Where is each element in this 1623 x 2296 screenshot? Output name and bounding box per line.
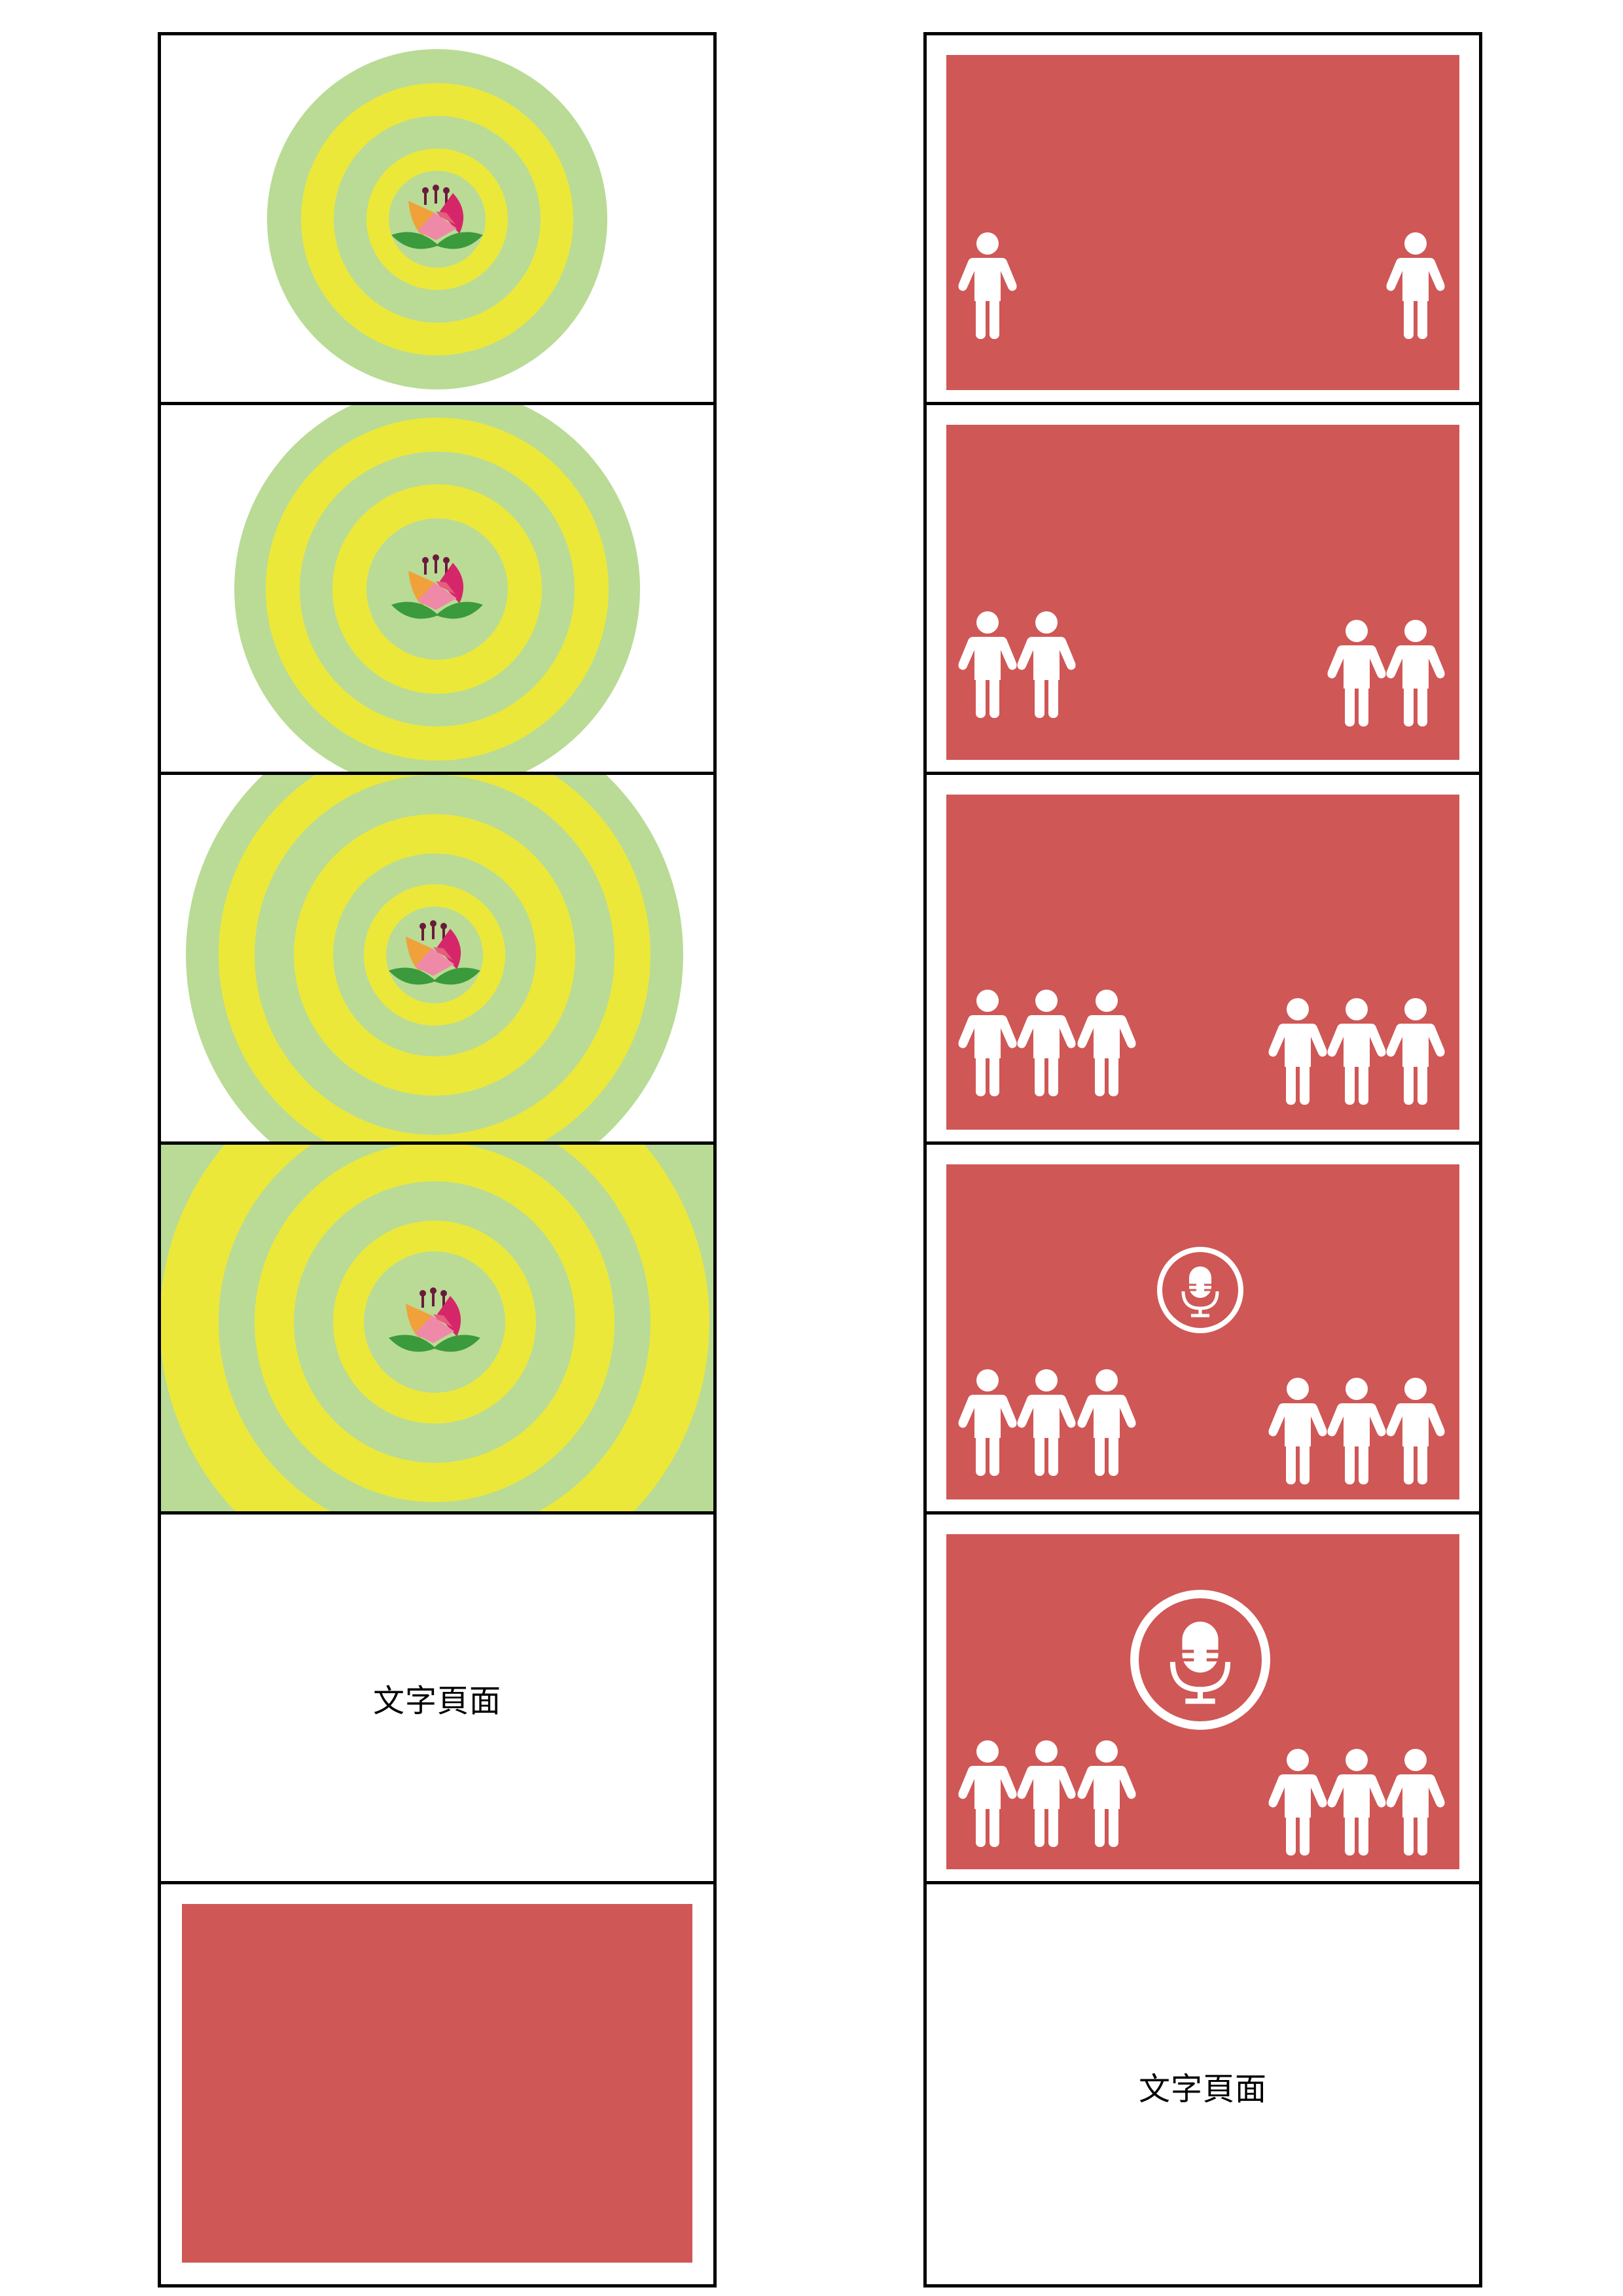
text-page-panel: 文字頁面: [161, 1515, 713, 1881]
people-panel-3: [927, 775, 1479, 1141]
text-page-panel: 文字頁面: [927, 1884, 1479, 2284]
text-page-label: 文字頁面: [1138, 2071, 1267, 2108]
red-block: [182, 1904, 692, 2263]
target-graphic: [161, 1145, 713, 1511]
right-storyboard-column: 文字頁面: [923, 32, 1482, 2287]
flower-panel-2: [161, 405, 713, 772]
red-panel: [161, 1884, 713, 2284]
red-block: [946, 425, 1459, 760]
red-block: [946, 55, 1459, 390]
flower-panel-3: [161, 775, 713, 1141]
people-panel-2: [927, 405, 1479, 772]
target-graphic: [186, 775, 683, 1141]
flower-panel-1: [161, 35, 713, 402]
left-storyboard-column: 文字頁面: [158, 32, 717, 2287]
people-panel-1: [927, 35, 1479, 402]
text-page-label: 文字頁面: [372, 1683, 501, 1719]
people-mic-panel-2: [927, 1515, 1479, 1881]
target-graphic: [267, 49, 607, 389]
people-mic-panel-1: [927, 1145, 1479, 1511]
flower-panel-4: [161, 1145, 713, 1511]
target-graphic: [234, 405, 640, 772]
red-block: [946, 795, 1459, 1130]
